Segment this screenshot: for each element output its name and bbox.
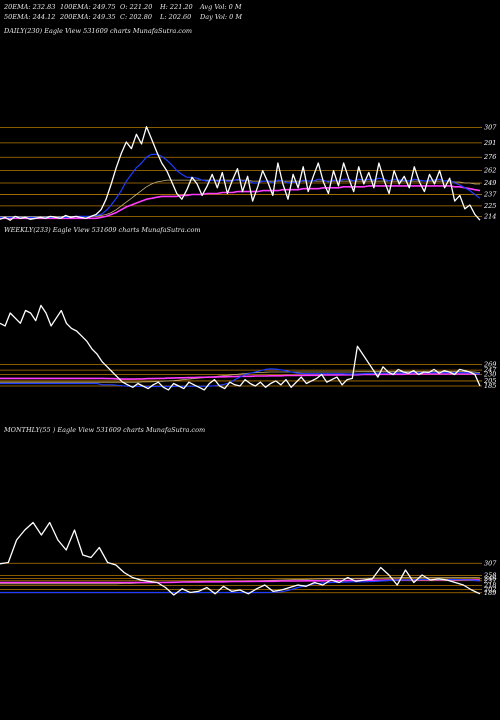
ema-pink-line <box>0 373 480 380</box>
level-label: 230 <box>483 371 496 379</box>
ema-slow-line <box>0 371 481 383</box>
level-label: 214 <box>483 212 496 220</box>
level-label: 189 <box>484 589 496 597</box>
level-label: 307 <box>484 559 497 567</box>
level-label: 218 <box>483 582 496 590</box>
level-label: 291 <box>483 139 496 147</box>
daily-chart: 307 291 276 262 249 237 225 214 <box>0 124 497 221</box>
level-label: 269 <box>483 361 496 369</box>
monthly-panel-label: MONTHLY(55 ) Eagle View 531609 charts Mu… <box>4 426 206 434</box>
weekly-panel-label: WEEKLY(233) Eagle View 531609 charts Mun… <box>4 226 201 234</box>
header-col1: 20EMA: 232.83 50EMA: 244.12 <box>4 2 55 22</box>
level-label: 258 <box>483 572 496 580</box>
level-label: 247 <box>483 366 497 374</box>
ema-pink-line <box>0 185 481 220</box>
level-label: 205 <box>483 377 496 385</box>
avg-vol-label: Avg Vol: 0 M <box>200 3 242 11</box>
ema50-label: 50EMA: 244.12 <box>4 13 56 21</box>
level-label: 246 <box>483 575 496 583</box>
ema100-label: 100EMA: 249.75 <box>60 3 116 11</box>
header-col2: 100EMA: 249.75 200EMA: 249.35 <box>60 2 116 22</box>
price-line <box>0 126 481 221</box>
open-label: O: 221.20 <box>120 3 153 11</box>
low-label: L: 202.60 <box>160 13 192 21</box>
level-label: 249 <box>483 179 496 187</box>
close-label: C: 202.80 <box>120 13 152 21</box>
ema-fast-line <box>0 368 481 388</box>
level-label: 237 <box>483 577 497 585</box>
price-line <box>0 304 481 391</box>
level-label: 225 <box>483 202 496 210</box>
ema20-label: 20EMA: 232.83 <box>4 3 56 11</box>
header-col3: O: 221.20 C: 202.80 <box>120 2 152 22</box>
level-label: 262 <box>483 167 496 175</box>
level-label: 276 <box>483 153 496 161</box>
level-label: 237 <box>483 190 497 198</box>
header-col5: Avg Vol: 0 M Day Vol: 0 M <box>200 2 242 22</box>
daily-panel-label: DAILY(230) Eagle View 531609 charts Muna… <box>4 27 193 35</box>
day-vol-label: Day Vol: 0 M <box>200 13 243 21</box>
level-label: 185 <box>484 382 496 390</box>
header-col4: H: 221.20 L: 202.60 <box>160 2 193 22</box>
level-label: 307 <box>484 124 497 132</box>
high-label: H: 221.20 <box>160 3 193 11</box>
level-label: 202 <box>483 586 496 594</box>
price-line <box>0 521 481 596</box>
ema200-label: 200EMA: 249.35 <box>60 13 116 21</box>
